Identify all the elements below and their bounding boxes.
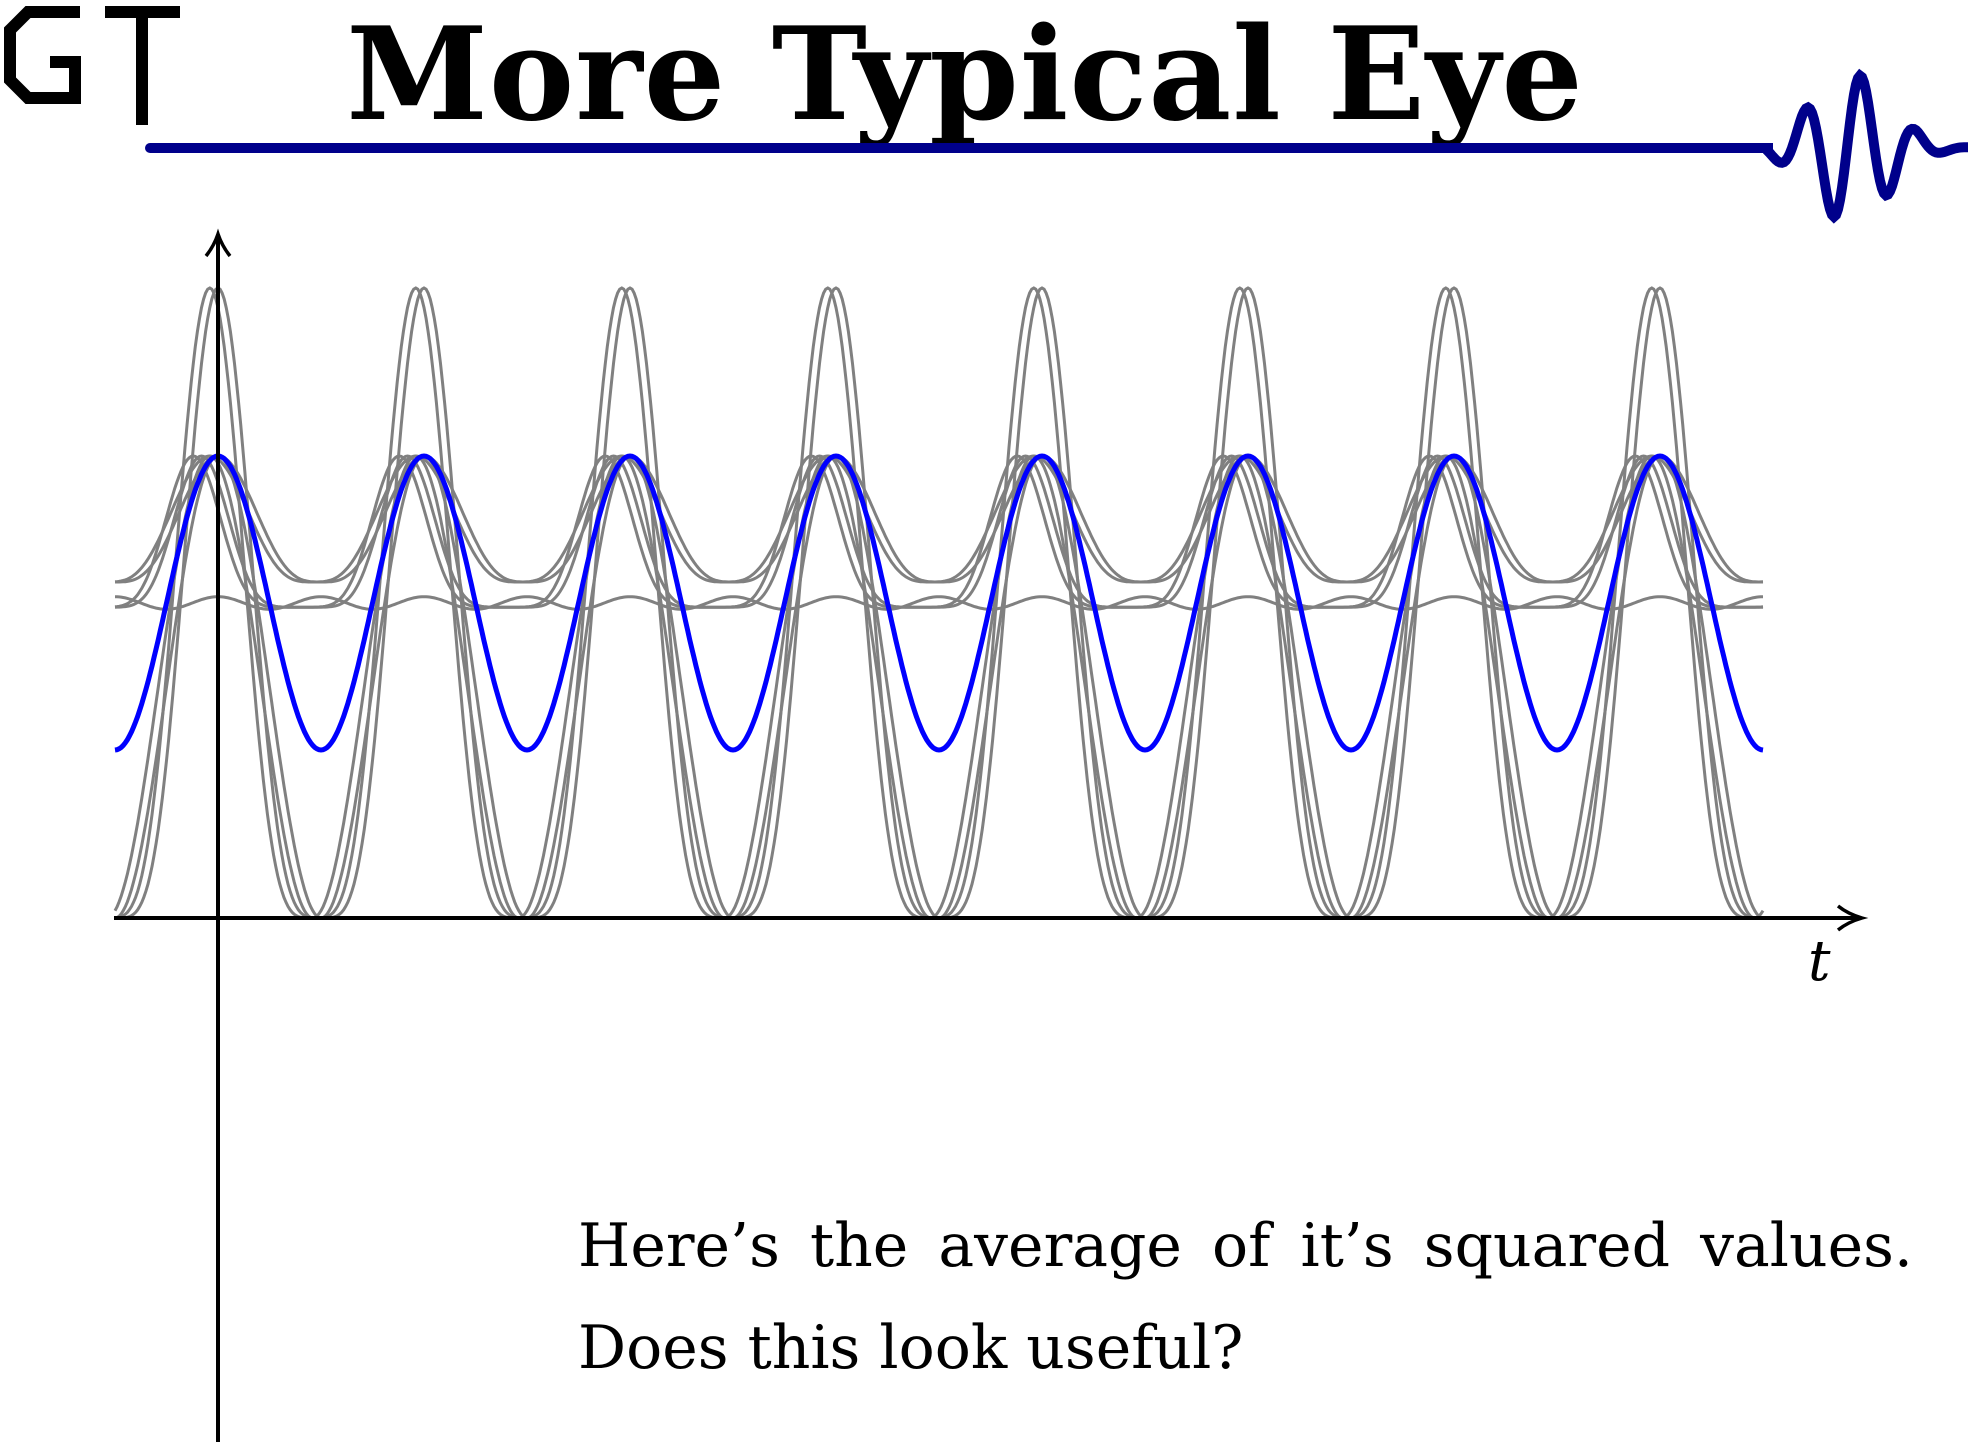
- series-curve-5: [115, 595, 1763, 611]
- series-curve-3: [115, 454, 1763, 584]
- series-curve-4: [114, 454, 1763, 609]
- x-axis-arrowhead: [1836, 904, 1869, 932]
- x-axis-label: t: [1808, 929, 1831, 994]
- series-curve-4-trace: [114, 454, 1764, 609]
- series-curve-1: [115, 286, 1763, 920]
- caption-line-2: Does this look useful?: [578, 1313, 1244, 1383]
- slide-caption: Here’s the average of it’s squared value…: [578, 1195, 1913, 1399]
- series-curve-1-trace: [114, 286, 1764, 920]
- slide-title: More Typical Eye: [346, 0, 1584, 150]
- y-axis-arrowhead: [204, 228, 232, 258]
- series-average-curve: [114, 453, 1764, 753]
- series-curve-3-trace: [114, 454, 1764, 584]
- logo-letter-g: [4, 6, 81, 104]
- chart-axes: [114, 228, 1869, 1442]
- logo-letter-t: [105, 6, 180, 125]
- gt-logo: GT: [4, 6, 180, 125]
- title-underline-wave: [145, 68, 1968, 224]
- caption-line-1: Here’s the average of it’s squared value…: [578, 1211, 1913, 1281]
- chart-curves: [113, 286, 1765, 920]
- title-rule: [145, 68, 1968, 224]
